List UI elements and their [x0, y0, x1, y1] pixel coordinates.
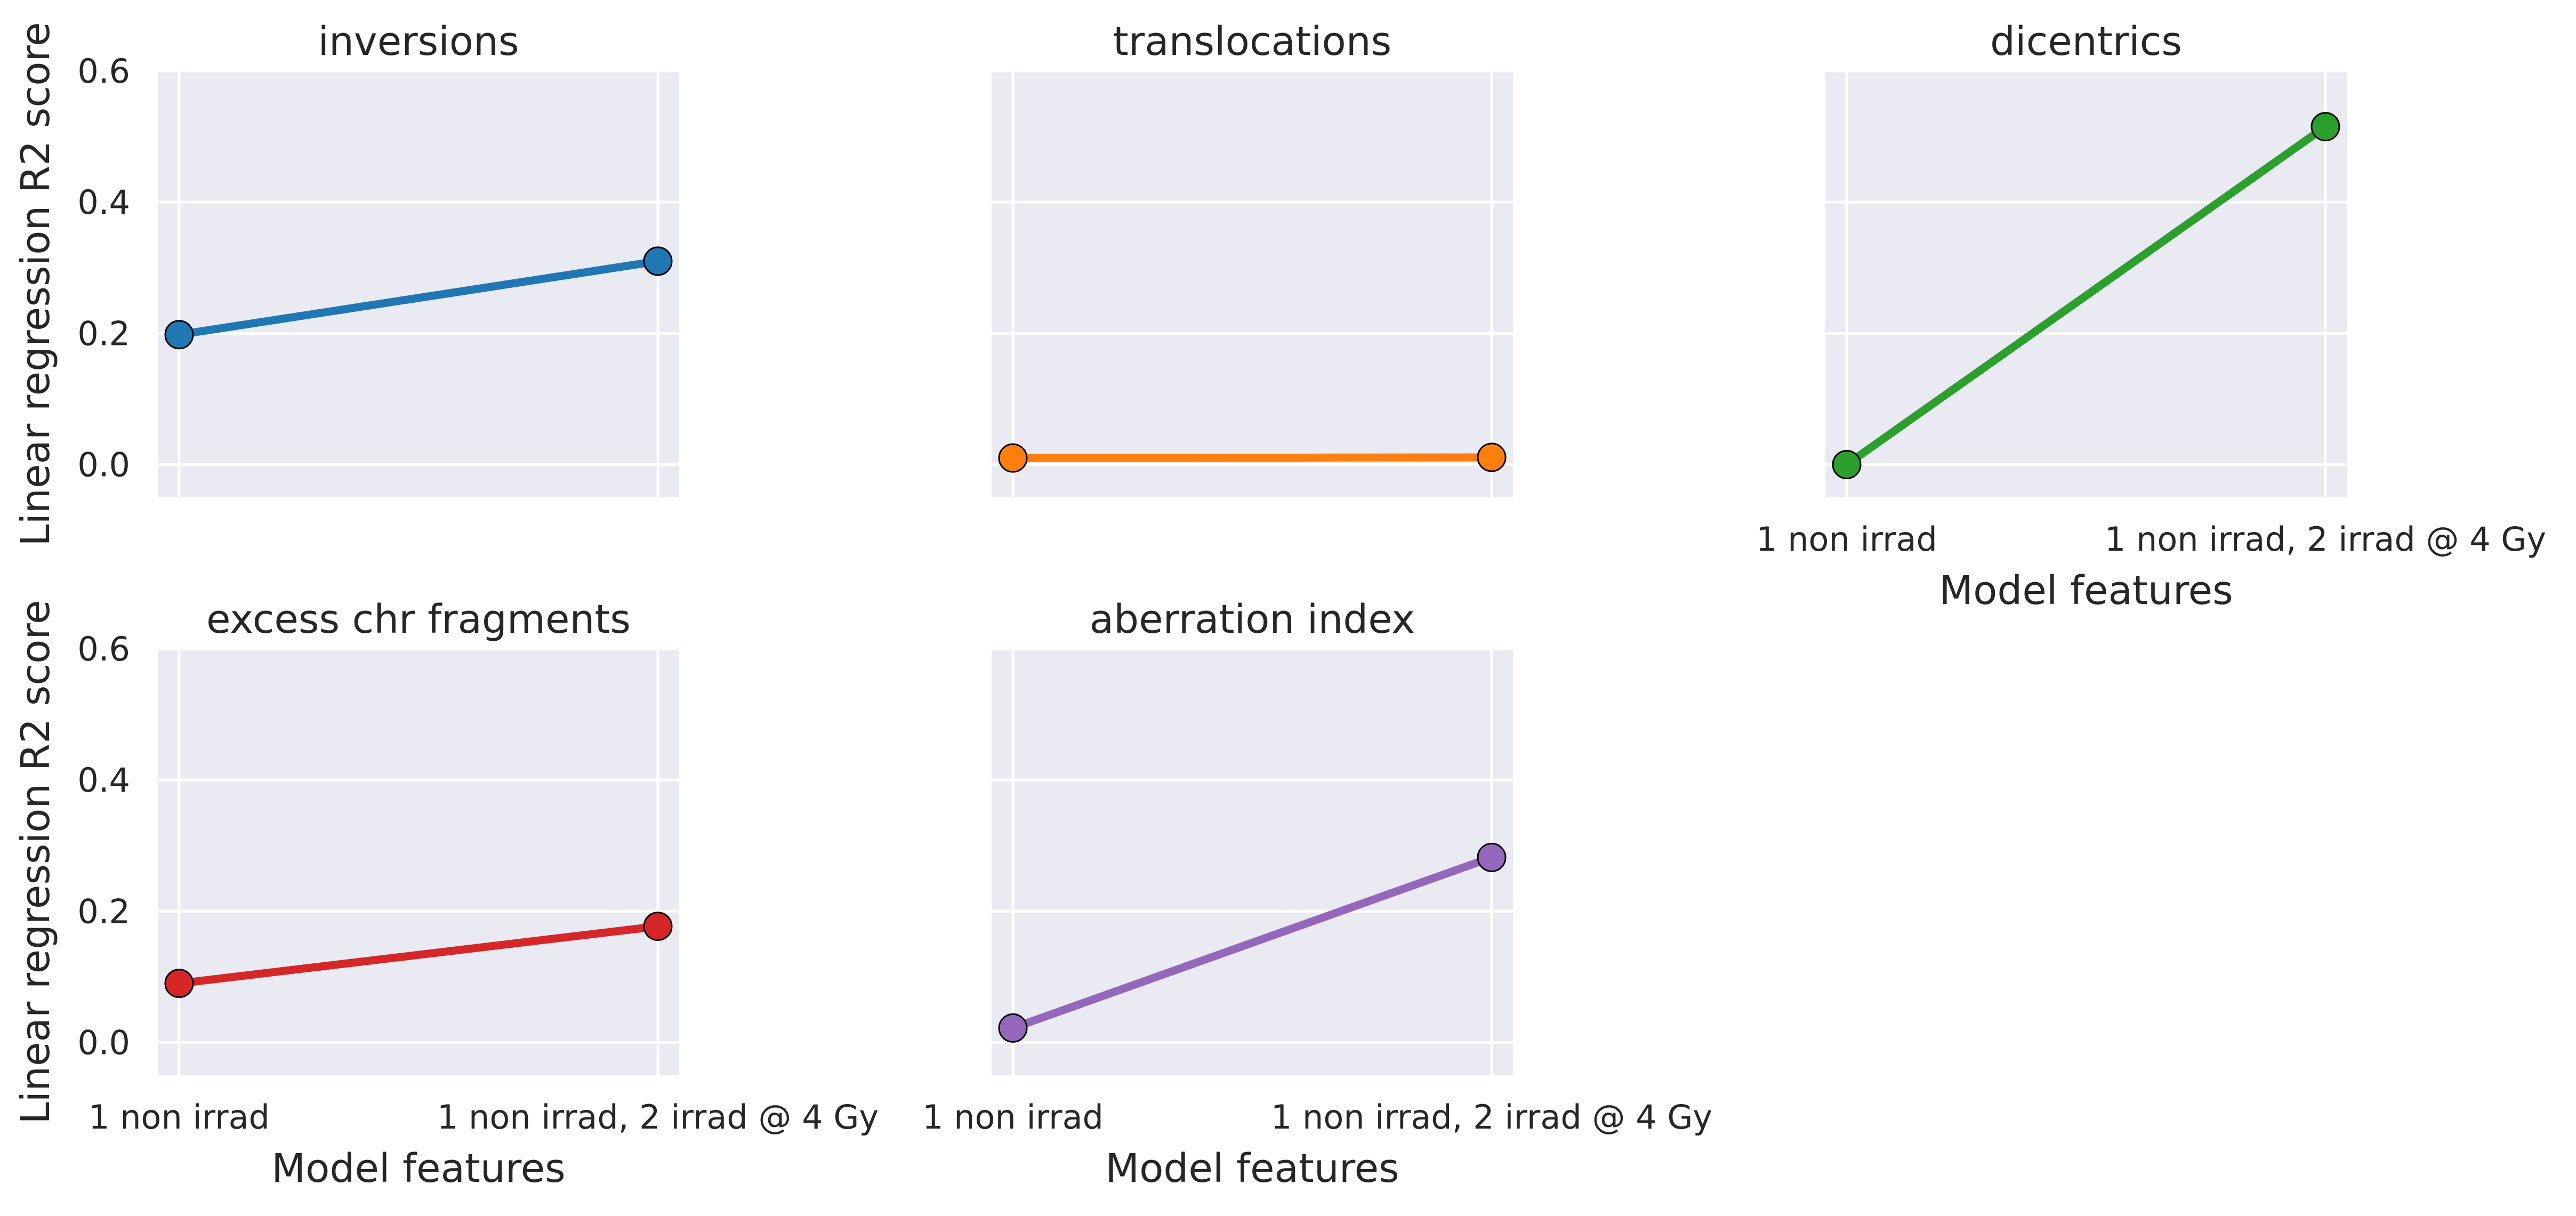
subplot-title: dicentrics — [1990, 19, 2182, 65]
subplot-3: dicentrics 1 non irrad 1 non irrad, 2 irra… — [1756, 19, 2546, 614]
subplot-4: excess chr fragments 0.0 0.2 0.4 0.6 Linear r… — [13, 597, 879, 1191]
series-line — [1842, 123, 2330, 469]
plot-background — [1825, 71, 2347, 497]
subplot-1: inversions 0.0 0.2 0.4 0.6 Linear regression … — [13, 19, 679, 546]
data-point — [998, 1013, 1028, 1043]
series-line — [175, 257, 662, 339]
x-tick-label: 1 non irrad — [1756, 520, 1937, 559]
data-point — [164, 320, 194, 350]
subplot-title: excess chr fragments — [206, 597, 631, 642]
data-point — [643, 246, 673, 276]
subplot-title: translocations — [1113, 19, 1391, 65]
y-tick-label: 0.6 — [77, 630, 130, 669]
series-line — [1009, 453, 1496, 462]
subplot-title: inversions — [318, 19, 519, 65]
x-tick-label: 1 non irrad — [922, 1098, 1104, 1137]
x-axis-label: Model features — [271, 1146, 565, 1191]
x-tick-label: 1 non irrad — [88, 1098, 270, 1137]
y-tick-label: 0.2 — [77, 892, 130, 931]
series-line — [1009, 853, 1496, 1032]
subplot-5: aberration index 1 non irrad 1 non irrad, … — [922, 597, 1712, 1191]
plot-background — [158, 649, 679, 1075]
subplot-2: translocations — [992, 19, 1513, 497]
data-point — [998, 443, 1028, 473]
data-point — [1477, 442, 1507, 472]
plot-background — [158, 71, 679, 497]
x-tick-label: 1 non irrad, 2 irrad @ 4 Gy — [2105, 520, 2546, 559]
plot-background — [992, 71, 1513, 497]
y-tick-label: 0.4 — [77, 183, 130, 222]
series-line — [175, 922, 662, 988]
y-tick-label: 0.0 — [77, 1023, 130, 1062]
data-point — [2311, 112, 2340, 142]
y-tick-label: 0.6 — [77, 52, 130, 91]
y-tick-label: 0.2 — [77, 314, 130, 353]
y-axis-label: Linear regression R2 score — [13, 600, 59, 1124]
data-point — [1477, 842, 1507, 872]
data-point — [164, 969, 194, 998]
y-tick-label: 0.0 — [77, 445, 130, 484]
y-axis-label: Linear regression R2 score — [13, 22, 59, 546]
x-tick-label: 1 non irrad, 2 irrad @ 4 Gy — [437, 1098, 879, 1137]
x-tick-label: 1 non irrad, 2 irrad @ 4 Gy — [1271, 1098, 1712, 1137]
x-axis-label: Model features — [1105, 1146, 1399, 1191]
subplot-title: aberration index — [1090, 597, 1415, 642]
data-point — [643, 912, 673, 941]
y-tick-label: 0.4 — [77, 761, 130, 800]
x-axis-label: Model features — [1939, 568, 2233, 614]
data-point — [1832, 449, 1862, 479]
